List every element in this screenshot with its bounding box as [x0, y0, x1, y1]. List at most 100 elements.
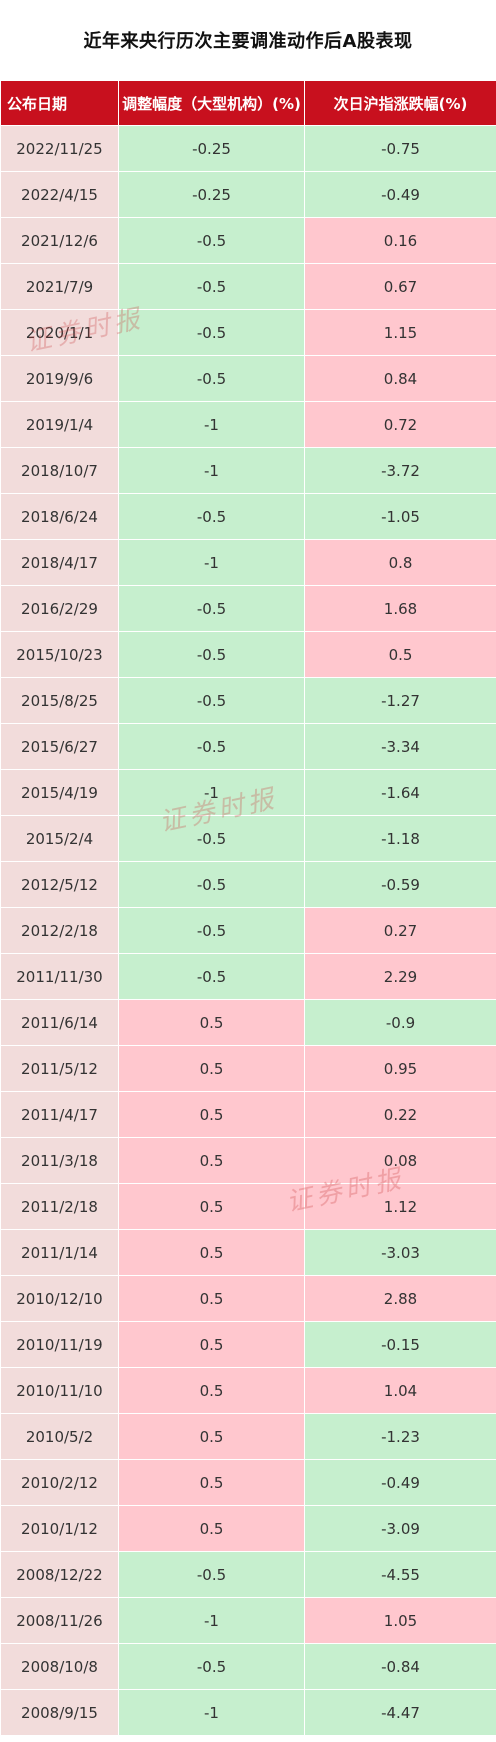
- next-day-change-cell: -0.9: [304, 999, 496, 1046]
- adjustment-cell: 0.5: [118, 999, 305, 1046]
- date-cell: 2010/5/2: [0, 1413, 119, 1460]
- date-cell: 2008/12/22: [0, 1551, 119, 1598]
- table-row: 2011/11/30 -0.5 2.29: [0, 953, 496, 1000]
- adjustment-cell: 0.5: [118, 1413, 305, 1460]
- adjustment-cell: -0.5: [118, 355, 305, 402]
- table-row: 2021/12/6 -0.5 0.16: [0, 217, 496, 264]
- date-cell: 2011/4/17: [0, 1091, 119, 1138]
- next-day-change-cell: 0.8: [304, 539, 496, 586]
- date-cell: 2008/11/26: [0, 1597, 119, 1644]
- next-day-change-cell: 1.68: [304, 585, 496, 632]
- table-row: 2010/11/19 0.5 -0.15: [0, 1321, 496, 1368]
- next-day-change-cell: -3.72: [304, 447, 496, 494]
- adjustment-cell: -1: [118, 401, 305, 448]
- table-row: 2022/11/25 -0.25 -0.75: [0, 125, 496, 172]
- table-row: 2022/4/15 -0.25 -0.49: [0, 171, 496, 218]
- next-day-change-cell: -0.59: [304, 861, 496, 908]
- date-cell: 2019/9/6: [0, 355, 119, 402]
- date-cell: 2010/2/12: [0, 1459, 119, 1506]
- table-row: 2011/1/14 0.5 -3.03: [0, 1229, 496, 1276]
- table-row: 2011/5/12 0.5 0.95: [0, 1045, 496, 1092]
- date-cell: 2021/7/9: [0, 263, 119, 310]
- adjustment-cell: -1: [118, 447, 305, 494]
- adjustment-cell: -0.5: [118, 263, 305, 310]
- table-row: 2011/6/14 0.5 -0.9: [0, 999, 496, 1046]
- table-row: 2010/11/10 0.5 1.04: [0, 1367, 496, 1414]
- next-day-change-cell: -1.64: [304, 769, 496, 816]
- adjustment-cell: -0.5: [118, 815, 305, 862]
- next-day-change-cell: -1.18: [304, 815, 496, 862]
- next-day-change-cell: 1.15: [304, 309, 496, 356]
- next-day-change-cell: -3.03: [304, 1229, 496, 1276]
- table-row: 2011/2/18 0.5 1.12: [0, 1183, 496, 1230]
- table-row: 2018/10/7 -1 -3.72: [0, 447, 496, 494]
- table-row: 2019/1/4 -1 0.72: [0, 401, 496, 448]
- table-row: 2010/2/12 0.5 -0.49: [0, 1459, 496, 1506]
- date-cell: 2022/4/15: [0, 171, 119, 218]
- date-cell: 2021/12/6: [0, 217, 119, 264]
- adjustment-cell: -0.5: [118, 861, 305, 908]
- adjustment-cell: -1: [118, 1597, 305, 1644]
- table-row: 2012/5/12 -0.5 -0.59: [0, 861, 496, 908]
- date-cell: 2015/6/27: [0, 723, 119, 770]
- next-day-change-cell: 0.72: [304, 401, 496, 448]
- table-row: 2010/1/12 0.5 -3.09: [0, 1505, 496, 1552]
- next-day-change-cell: 2.88: [304, 1275, 496, 1322]
- next-day-change-cell: -0.84: [304, 1643, 496, 1690]
- adjustment-cell: -0.5: [118, 309, 305, 356]
- adjustment-cell: -0.5: [118, 217, 305, 264]
- adjustment-cell: 0.5: [118, 1275, 305, 1322]
- adjustment-cell: -0.5: [118, 907, 305, 954]
- date-cell: 2010/1/12: [0, 1505, 119, 1552]
- next-day-change-cell: 2.29: [304, 953, 496, 1000]
- table-row: 2021/7/9 -0.5 0.67: [0, 263, 496, 310]
- next-day-change-cell: -1.23: [304, 1413, 496, 1460]
- table-row: 2008/10/8 -0.5 -0.84: [0, 1643, 496, 1690]
- adjustment-cell: -0.5: [118, 677, 305, 724]
- date-cell: 2012/5/12: [0, 861, 119, 908]
- table-row: 2015/2/4 -0.5 -1.18: [0, 815, 496, 862]
- table-row: 2011/4/17 0.5 0.22: [0, 1091, 496, 1138]
- column-header-adjustment: 调整幅度（大型机构）(%): [118, 80, 305, 126]
- next-day-change-cell: 1.12: [304, 1183, 496, 1230]
- next-day-change-cell: 0.27: [304, 907, 496, 954]
- date-cell: 2008/9/15: [0, 1689, 119, 1736]
- date-cell: 2011/11/30: [0, 953, 119, 1000]
- date-cell: 2011/1/14: [0, 1229, 119, 1276]
- date-cell: 2010/12/10: [0, 1275, 119, 1322]
- adjustment-cell: -0.5: [118, 1643, 305, 1690]
- table-row: 2010/5/2 0.5 -1.23: [0, 1413, 496, 1460]
- adjustment-cell: -1: [118, 769, 305, 816]
- adjustment-cell: -0.25: [118, 125, 305, 172]
- next-day-change-cell: 0.95: [304, 1045, 496, 1092]
- date-cell: 2011/5/12: [0, 1045, 119, 1092]
- date-cell: 2015/8/25: [0, 677, 119, 724]
- date-cell: 2018/4/17: [0, 539, 119, 586]
- date-cell: 2011/3/18: [0, 1137, 119, 1184]
- table-row: 2008/11/26 -1 1.05: [0, 1597, 496, 1644]
- page-title: 近年来央行历次主要调准动作后A股表现: [83, 31, 413, 52]
- table-row: 2008/9/15 -1 -4.47: [0, 1689, 496, 1736]
- next-day-change-cell: -3.09: [304, 1505, 496, 1552]
- table-row: 2010/12/10 0.5 2.88: [0, 1275, 496, 1322]
- date-cell: 2010/11/10: [0, 1367, 119, 1414]
- next-day-change-cell: 0.22: [304, 1091, 496, 1138]
- adjustment-cell: -0.5: [118, 585, 305, 632]
- adjustment-cell: 0.5: [118, 1091, 305, 1138]
- date-cell: 2015/4/19: [0, 769, 119, 816]
- next-day-change-cell: -0.49: [304, 171, 496, 218]
- adjustment-cell: -0.5: [118, 1551, 305, 1598]
- table-row: 2018/6/24 -0.5 -1.05: [0, 493, 496, 540]
- date-cell: 2018/10/7: [0, 447, 119, 494]
- next-day-change-cell: -1.05: [304, 493, 496, 540]
- next-day-change-cell: 0.16: [304, 217, 496, 264]
- date-cell: 2020/1/1: [0, 309, 119, 356]
- next-day-change-cell: 0.84: [304, 355, 496, 402]
- adjustment-cell: 0.5: [118, 1045, 305, 1092]
- date-cell: 2010/11/19: [0, 1321, 119, 1368]
- column-header-date: 公布日期: [0, 80, 119, 126]
- table-body: 2022/11/25 -0.25 -0.75 2022/4/15 -0.25 -0.49 2…: [0, 125, 496, 1736]
- rrr-adjustment-table: 公布日期 调整幅度（大型机构）(%) 次日沪指涨跌幅(%) 2022/11/25…: [0, 80, 496, 1736]
- table-row: 2015/4/19 -1 -1.64: [0, 769, 496, 816]
- table-row: 2015/6/27 -0.5 -3.34: [0, 723, 496, 770]
